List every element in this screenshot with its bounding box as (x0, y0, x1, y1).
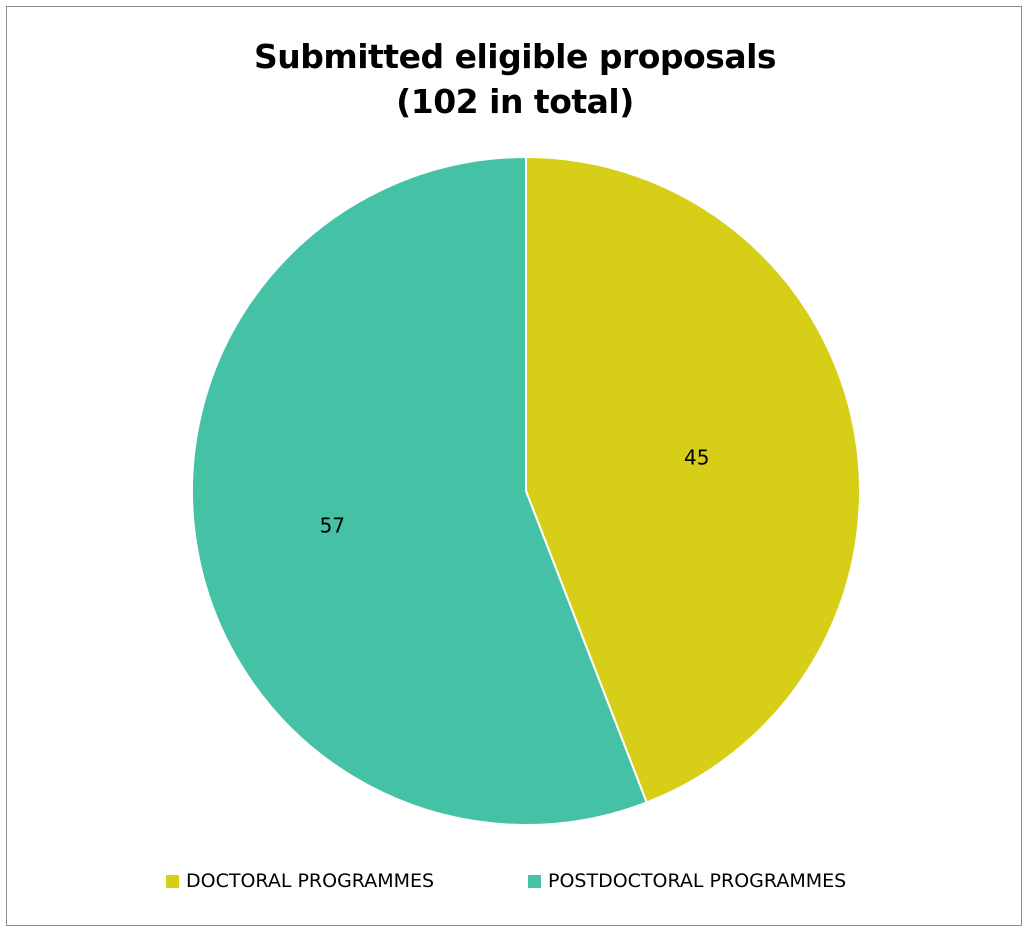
legend-label-doctoral: DOCTORAL PROGRAMMES (186, 870, 435, 892)
pie-data-labels: 45 57 (320, 446, 710, 538)
chart-subtitle: (102 in total) (396, 82, 634, 121)
pie-slice-doctoral (525, 155, 861, 804)
legend-swatch-postdoctoral (528, 874, 541, 888)
chart-title: Submitted eligible proposals (253, 37, 777, 76)
pie-slices (191, 155, 861, 826)
legend-label-postdoctoral: POSTDOCTORAL PROGRAMMES (548, 870, 847, 892)
legend-item-postdoctoral: POSTDOCTORAL PROGRAMMES (528, 866, 846, 896)
legend-swatch-doctoral (166, 874, 179, 888)
data-label-postdoctoral: 57 (320, 514, 345, 538)
pie-slice-postdoctoral (191, 155, 648, 826)
data-label-doctoral: 45 (684, 446, 709, 470)
legend-item-doctoral: DOCTORAL PROGRAMMES (166, 866, 434, 896)
legend: DOCTORAL PROGRAMMES POSTDOCTORAL PROGRAM… (0, 866, 1030, 896)
